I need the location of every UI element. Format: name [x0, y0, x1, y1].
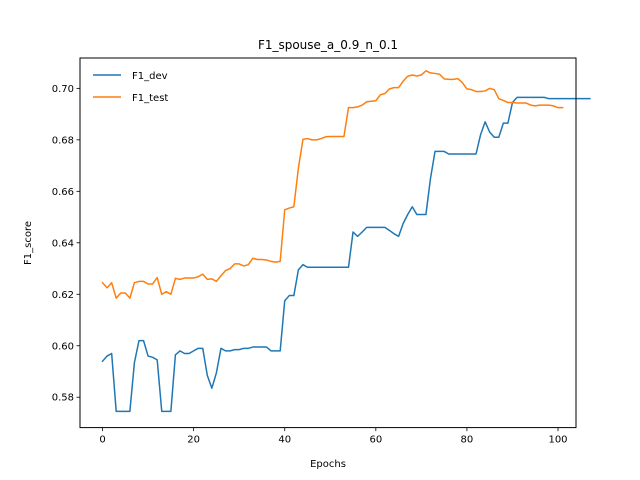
legend-label-1: F1_test [132, 93, 168, 104]
y-tick-label: 0.60 [52, 341, 74, 352]
x-tick-label: 0 [99, 435, 105, 446]
y-tick-label: 0.66 [52, 187, 74, 198]
x-tick-label: 80 [461, 435, 474, 446]
series-layer [101, 70, 591, 413]
y-tick-label: 0.64 [52, 238, 74, 249]
series-line-0 [101, 96, 591, 413]
y-axis: 0.58 0.60 0.62 0.64 0.66 0.68 0.70 [52, 84, 80, 404]
legend-label-0: F1_dev [132, 71, 168, 82]
y-tick-label: 0.58 [52, 393, 74, 404]
series-line-1 [101, 70, 564, 299]
y-tick-label: 0.62 [52, 290, 74, 301]
x-axis-title: Epochs [310, 459, 346, 470]
x-tick-label: 100 [548, 435, 567, 446]
chart-title: F1_spouse_a_0.9_n_0.1 [258, 38, 398, 52]
legend: F1_dev F1_test [93, 71, 168, 104]
x-axis: 0 20 40 60 80 100 [99, 427, 568, 446]
y-axis-title: F1_score [23, 221, 34, 265]
y-tick-label: 0.70 [52, 84, 74, 95]
x-tick-label: 40 [278, 435, 291, 446]
x-tick-label: 20 [187, 435, 200, 446]
x-tick-label: 60 [369, 435, 382, 446]
y-tick-label: 0.68 [52, 135, 74, 146]
